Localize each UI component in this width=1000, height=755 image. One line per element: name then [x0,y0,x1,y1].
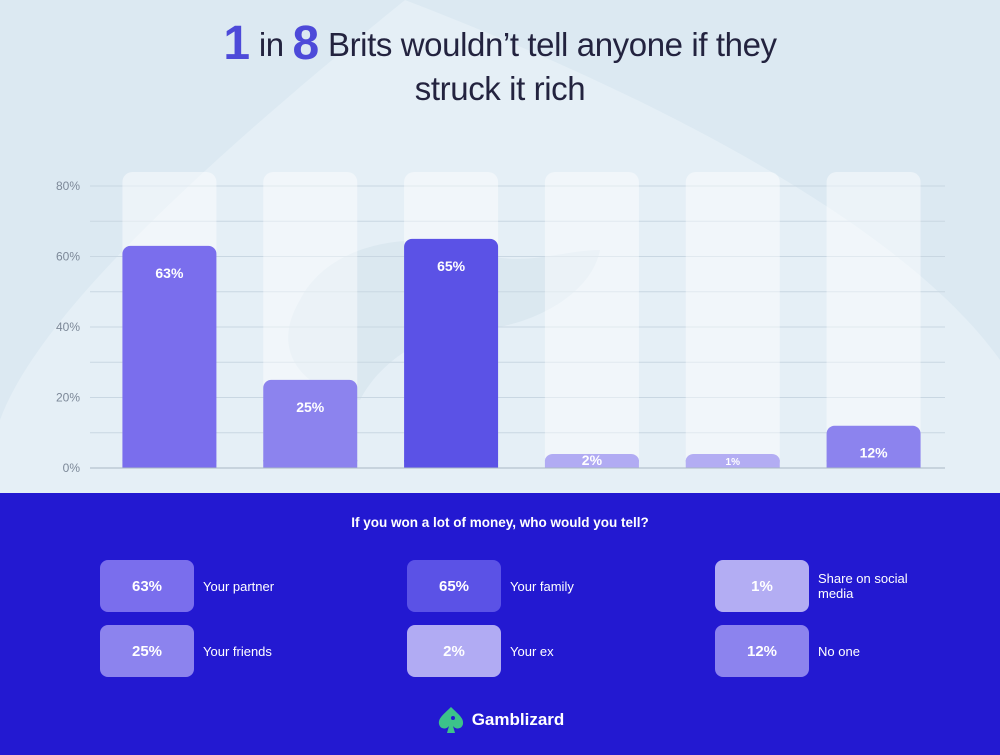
bar [826,425,921,468]
legend-label: Your ex [510,643,554,659]
data-label: 2% [582,452,603,468]
data-label: 1% [726,457,741,468]
data-label: 12% [860,445,889,461]
y-tick-label: 20% [56,391,80,405]
data-label: 25% [296,399,325,415]
legend-item: 25% Your friends [100,625,313,677]
bar [122,245,217,468]
bar-base [685,460,780,468]
title-number-8: 8 [292,17,320,70]
legend-item: 63% Your partner [100,560,313,612]
title-line-1-rest: Brits wouldn’t tell anyone if they [327,26,777,63]
legend-item: 65% Your family [407,560,620,612]
legend-item: 1% Share on social media [715,560,928,612]
legend-item: 2% Your ex [407,625,620,677]
legend-item: 12% No one [715,625,928,677]
legend-value-badge: 12% [715,625,809,677]
legend-value-badge: 2% [407,625,501,677]
legend-value-badge: 1% [715,560,809,612]
bar-base [826,460,921,468]
data-label: 65% [437,258,466,274]
bar [404,238,499,468]
chart-panel: 1 in 8 Brits wouldn’t tell anyone if the… [0,19,1000,475]
legend-label: Your family [510,578,574,594]
title-number-1: 1 [223,17,251,70]
title-line-2: struck it rich [414,70,586,107]
title-line-1: 1 in 8 Brits wouldn’t tell anyone if the… [0,20,1000,68]
y-tick-label: 60% [56,250,80,264]
bar-base [544,460,639,468]
brand-name: Gamblizard [471,710,565,729]
bar-base [263,460,358,468]
legend-label: Share on social media [818,571,908,601]
y-tick-label: 40% [56,320,80,334]
bar-track [544,172,639,468]
page-title: 1 in 8 Brits wouldn’t tell anyone if the… [0,20,1000,111]
survey-question: If you won a lot of money, who would you… [351,515,649,530]
y-tick-label: 80% [56,179,80,193]
legend-value-badge: 65% [407,560,501,612]
bar-base [404,460,499,468]
brand-logo: Gamblizard [0,705,1000,735]
legend-value-badge: 63% [100,560,194,612]
bar-track [685,172,780,468]
bar-chart: 0% 20% 40% 60% 80% 63% 25% 65% 2% 1% 12% [56,172,945,475]
bar-track [826,172,921,468]
legend-label: Your friends [203,643,272,659]
legend-value-badge: 25% [100,625,194,677]
data-label: 63% [155,265,184,281]
title-word-in: in [258,26,284,63]
legend-panel: If you won a lot of money, who would you… [0,493,1000,755]
legend-label: Your partner [203,578,275,594]
legend-label: No one [818,643,860,659]
spade-lizard-icon [438,707,463,733]
y-tick-label: 0% [63,461,81,475]
bar-base [122,460,217,468]
bar [263,379,358,468]
